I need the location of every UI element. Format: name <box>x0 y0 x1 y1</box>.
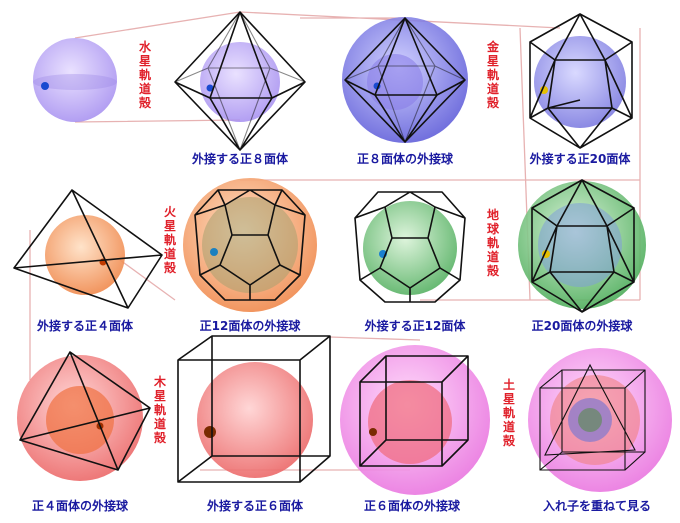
mercury-sphere <box>33 38 117 122</box>
caption-octahedron-circumsphere: 正８面体の外接球 <box>356 152 454 166</box>
caption-hexahedron-circumsphere: 正６面体の外接球 <box>363 499 461 513</box>
caption-circumscribed-dodecahedron: 外接する正12面体 <box>364 319 466 333</box>
dodecahedron-circumsphere <box>183 178 317 312</box>
dodecahedron-circumscribed <box>354 191 466 303</box>
caption-circumscribed-icosahedron: 外接する正20面体 <box>529 152 631 166</box>
octahedron-circumsphere <box>342 17 468 143</box>
caption-dodecahedron-circumsphere: 正12面体の外接球 <box>199 319 301 333</box>
caption-nested-view: 入れ子を重ねて見る <box>542 499 652 513</box>
caption-circumscribed-tetrahedron: 外接する正４面体 <box>36 319 134 333</box>
icosahedron-circumsphere <box>518 179 646 313</box>
caption-circumscribed-octahedron: 外接する正８面体 <box>191 152 289 166</box>
orbit-label-mars: 火星軌道殻 <box>163 205 176 275</box>
caption-icosahedron-circumsphere: 正20面体の外接球 <box>531 319 633 333</box>
caption-circumscribed-hexahedron: 外接する正６面体 <box>206 499 304 513</box>
octahedron-circumscribed <box>174 11 306 151</box>
tetrahedron-circumsphere <box>17 351 151 481</box>
hexahedron-circumsphere <box>340 345 490 495</box>
orbit-label-earth: 地球軌道殻 <box>486 208 499 278</box>
hexahedron-circumscribed <box>177 335 331 483</box>
nested-solids-view <box>528 348 672 492</box>
tetrahedron-circumscribed <box>13 189 163 309</box>
icosahedron-circumscribed <box>529 13 633 149</box>
caption-tetrahedron-circumsphere: 正４面体の外接球 <box>31 499 129 513</box>
orbit-label-venus: 金星軌道殻 <box>486 40 499 110</box>
orbit-label-jupiter: 木星軌道殻 <box>153 375 166 445</box>
orbit-label-mercury: 水星軌道殻 <box>138 40 151 110</box>
orbit-label-saturn: 土星軌道殻 <box>502 378 515 448</box>
